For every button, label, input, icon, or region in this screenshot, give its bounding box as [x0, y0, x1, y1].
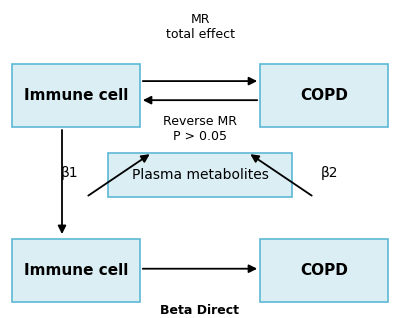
Text: β1: β1: [61, 166, 79, 180]
Text: Beta Direct: Beta Direct: [160, 304, 240, 316]
Text: MR
total effect: MR total effect: [166, 13, 234, 41]
FancyBboxPatch shape: [260, 64, 388, 127]
Text: COPD: COPD: [300, 88, 348, 103]
Text: Reverse MR
P > 0.05: Reverse MR P > 0.05: [163, 115, 237, 143]
FancyBboxPatch shape: [12, 238, 140, 302]
Text: Immune cell: Immune cell: [24, 88, 128, 103]
Text: β2: β2: [321, 166, 339, 180]
Text: COPD: COPD: [300, 263, 348, 278]
FancyBboxPatch shape: [12, 64, 140, 127]
Text: Immune cell: Immune cell: [24, 263, 128, 278]
Text: Plasma metabolites: Plasma metabolites: [132, 168, 268, 182]
FancyBboxPatch shape: [108, 153, 292, 197]
FancyBboxPatch shape: [260, 238, 388, 302]
